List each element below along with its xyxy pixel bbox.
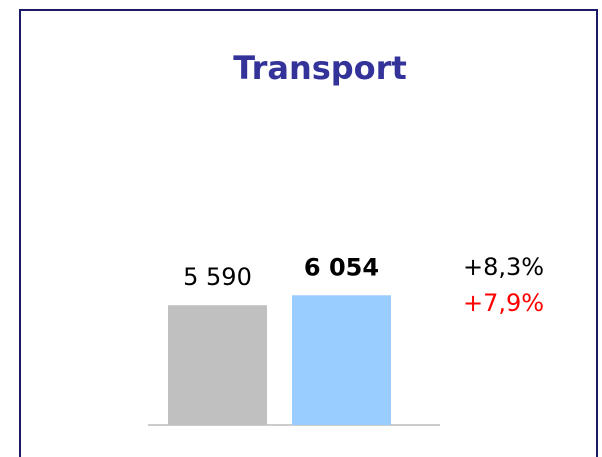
value-label: 6 054 [304,253,379,281]
annotation: +8,3% [463,253,544,281]
value-label: 5 590 [183,263,252,291]
chart-title: Transport [233,49,406,87]
bar [168,305,267,425]
bar [292,295,391,425]
frame [19,9,598,457]
annotation: +7,9% [463,289,544,317]
